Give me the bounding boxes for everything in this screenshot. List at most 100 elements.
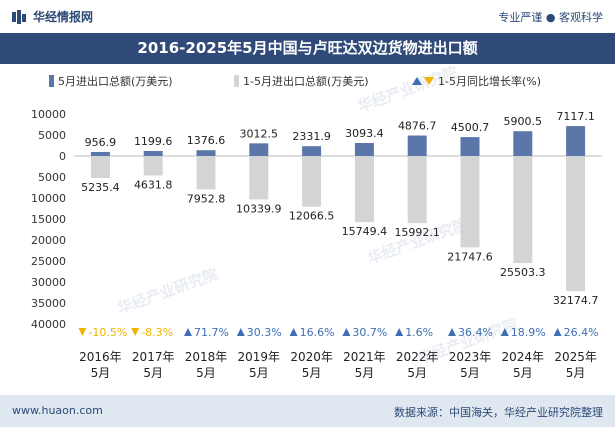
bar-monthly [407, 135, 427, 156]
growth-up-icon [184, 328, 192, 336]
growth-label: 26.4% [564, 326, 599, 339]
y-tick-label: 30000 [31, 276, 66, 289]
watermark: 华经产业研究院 [115, 265, 220, 318]
y-tick-label: 5000 [38, 129, 66, 142]
category-label-year: 2024年 [502, 350, 545, 364]
data-label-monthly: 3093.4 [345, 127, 384, 140]
bar-ytd [302, 156, 322, 207]
legend-up-icon [412, 77, 422, 85]
growth-label: 18.9% [511, 326, 546, 339]
footer-source: 数据来源：中国海关，华经产业研究院整理 [394, 406, 603, 419]
y-tick-label: 20000 [31, 234, 66, 247]
slogan: 专业严谨 ● 客观科学 [498, 11, 603, 24]
brand-name: 华经情报网 [33, 10, 94, 24]
growth-label: 16.6% [300, 326, 335, 339]
growth-label: 1.6% [405, 326, 433, 339]
bar-ytd [249, 156, 269, 200]
legend-swatch-ytd [234, 75, 239, 87]
category-label-month: 5月 [91, 366, 111, 380]
brand-icon [12, 9, 26, 24]
data-label-monthly: 4500.7 [451, 121, 490, 134]
legend-swatch-monthly [49, 75, 54, 87]
category-label-month: 5月 [302, 366, 322, 380]
y-tick-label: 40000 [31, 318, 66, 331]
growth-down-icon [78, 328, 87, 336]
category-label-year: 2018年 [185, 350, 228, 364]
chart-title: 2016-2025年5月中国与卢旺达双边货物进出口额 [0, 33, 615, 64]
category-label-month: 5月 [407, 366, 427, 380]
data-label-ytd: 15992.1 [394, 226, 440, 239]
data-label-ytd: 25503.3 [500, 266, 546, 279]
category-label-month: 5月 [355, 366, 375, 380]
data-label-ytd: 15749.4 [342, 225, 388, 238]
category-label-year: 2017年 [132, 350, 175, 364]
bar-ytd [407, 156, 427, 224]
legend-label-monthly: 5月进出口总额(万美元) [58, 74, 173, 88]
bar-monthly [460, 137, 480, 156]
growth-up-icon [289, 328, 298, 336]
y-tick-label: 35000 [31, 297, 66, 310]
growth-label: -10.5% [88, 326, 127, 339]
data-label-ytd: 7952.8 [187, 192, 226, 205]
y-tick-label: 5000 [38, 171, 66, 184]
growth-up-icon [395, 328, 404, 336]
y-tick-label: 25000 [31, 255, 66, 268]
data-label-ytd: 21747.6 [447, 250, 493, 263]
bar-monthly [90, 151, 110, 156]
y-tick-label: 15000 [31, 213, 66, 226]
bar-ytd [90, 156, 110, 178]
category-label-year: 2016年 [79, 350, 122, 364]
y-tick-label: 0 [59, 150, 66, 163]
data-label-monthly: 1376.6 [187, 134, 226, 147]
category-label-month: 5月 [196, 366, 216, 380]
bar-ytd [354, 156, 374, 223]
data-label-ytd: 4631.8 [134, 178, 173, 191]
data-label-monthly: 956.9 [85, 136, 117, 149]
footer: www.huaon.com 数据来源：中国海关，华经产业研究院整理 [0, 395, 615, 427]
bar-monthly [196, 150, 216, 156]
bar-monthly [143, 150, 163, 156]
category-label-year: 2023年 [449, 350, 492, 364]
data-label-monthly: 2331.9 [292, 130, 331, 143]
legend-down-icon [424, 77, 434, 85]
growth-label: 30.3% [247, 326, 282, 339]
data-label-monthly: 7117.1 [556, 110, 595, 123]
watermark: 华经产业研究院 [355, 64, 460, 116]
data-label-ytd: 5235.4 [81, 181, 120, 194]
bar-monthly [354, 143, 374, 156]
bar-ytd [196, 156, 216, 190]
category-label-year: 2025年 [554, 350, 597, 364]
growth-up-icon [500, 328, 509, 336]
growth-label: 71.7% [194, 326, 229, 339]
bar-ytd [513, 156, 533, 264]
category-label-year: 2021年 [343, 350, 386, 364]
chart: 华经产业研究院华经产业研究院华经产业研究院华经产业研究院5月进出口总额(万美元)… [31, 64, 602, 380]
category-label-month: 5月 [566, 366, 586, 380]
legend-label-ytd: 1-5月进出口总额(万美元) [243, 74, 369, 88]
bar-monthly [566, 126, 586, 156]
top-bar: 华经情报网 专业严谨 ● 客观科学 [0, 0, 615, 33]
data-label-monthly: 3012.5 [240, 127, 279, 140]
category-label-month: 5月 [513, 366, 533, 380]
bar-monthly [302, 146, 322, 156]
footer-site: www.huaon.com [12, 404, 103, 417]
bar-monthly [249, 143, 269, 156]
category-label-year: 2022年 [396, 350, 439, 364]
category-label-month: 5月 [460, 366, 480, 380]
bar-ytd [566, 156, 586, 292]
data-label-ytd: 10339.9 [236, 202, 282, 215]
brand-logo: 华经情报网 [12, 8, 93, 25]
data-label-monthly: 1199.6 [134, 135, 173, 148]
growth-up-icon [448, 328, 456, 336]
category-label-month: 5月 [143, 366, 163, 380]
data-label-ytd: 12066.5 [289, 210, 335, 223]
bar-ytd [460, 156, 480, 248]
data-label-monthly: 4876.7 [398, 120, 437, 133]
category-label-month: 5月 [249, 366, 269, 380]
growth-label: 36.4% [458, 326, 493, 339]
y-tick-label: 10000 [31, 108, 66, 121]
growth-up-icon [553, 328, 562, 336]
legend-label-growth: 1-5月同比增长率(%) [438, 74, 541, 88]
growth-down-icon [131, 328, 140, 336]
bar-monthly [513, 131, 533, 156]
